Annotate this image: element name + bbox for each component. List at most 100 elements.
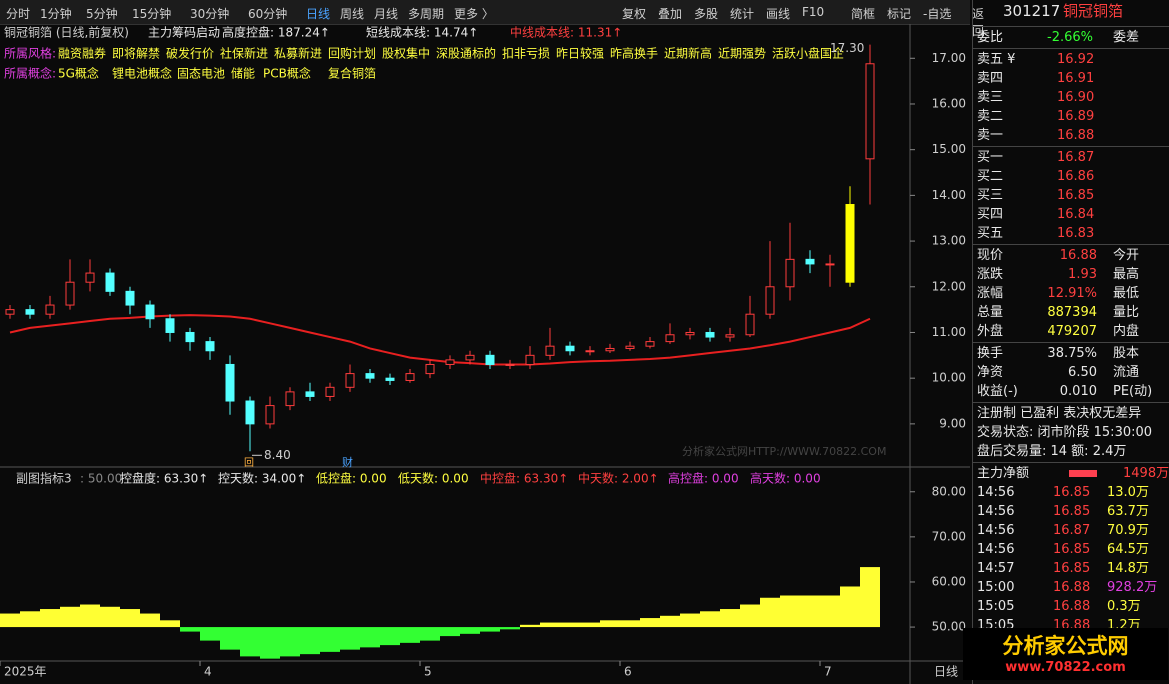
candle-body bbox=[385, 377, 395, 381]
stat-label: 内盘 bbox=[1113, 324, 1140, 339]
tool-button[interactable]: 多股 bbox=[694, 7, 719, 21]
indicator-bar bbox=[140, 613, 160, 628]
period-tab[interactable]: 更多 〉 bbox=[454, 7, 494, 21]
trade-volume: 13.0万 bbox=[1107, 485, 1149, 500]
tool-button[interactable]: 复权 bbox=[622, 7, 647, 21]
candle-body bbox=[305, 391, 315, 397]
book-price: 16.88 bbox=[1057, 128, 1095, 143]
stat-value: 16.88 bbox=[1059, 248, 1097, 263]
info-item: 短线成本线: 14.74↑ bbox=[366, 26, 478, 40]
tool-button[interactable]: 简框 bbox=[851, 7, 876, 21]
period-tab[interactable]: 月线 bbox=[374, 7, 399, 21]
indicator-bar bbox=[640, 618, 660, 628]
stat-value: 6.50 bbox=[1068, 365, 1097, 380]
indicator-bar bbox=[660, 615, 680, 628]
y-tick-label: 12.00 bbox=[932, 279, 966, 293]
info-item: 中线成本线: 11.31↑ bbox=[510, 25, 622, 40]
indicator-value: 控盘度: 63.30↑ bbox=[120, 471, 208, 486]
separator bbox=[973, 402, 1169, 403]
period-tab[interactable]: 日线 bbox=[306, 7, 331, 21]
stat-label: 总量 bbox=[977, 305, 1004, 320]
book-price: 16.89 bbox=[1057, 109, 1095, 124]
stat-label: 涨幅 bbox=[977, 286, 1004, 301]
label: 委差 bbox=[1113, 30, 1140, 45]
indicator-bar bbox=[340, 627, 360, 650]
moving-average bbox=[9, 314, 871, 366]
book-label: 买四 bbox=[977, 207, 1004, 222]
stat-label: 现价 bbox=[977, 248, 1004, 263]
period-label: 日线 bbox=[934, 665, 958, 679]
y-tick-label: 17.00 bbox=[932, 51, 966, 65]
period-tab[interactable]: 1分钟 bbox=[40, 7, 72, 21]
period-tab[interactable]: 5分钟 bbox=[86, 7, 118, 21]
indicator-bar bbox=[500, 627, 520, 630]
candle-body bbox=[865, 63, 875, 160]
candle-body bbox=[265, 405, 275, 425]
concept-tag: 5G概念 bbox=[58, 66, 99, 81]
indicator-bar bbox=[220, 627, 240, 650]
indicator-bar bbox=[520, 624, 540, 628]
tool-button[interactable]: F10 bbox=[802, 5, 825, 19]
stat-label: 涨跌 bbox=[977, 267, 1004, 282]
period-tab[interactable]: 分时 bbox=[6, 7, 31, 21]
candle-body bbox=[845, 204, 855, 283]
trade-time: 14:56 bbox=[977, 485, 1015, 500]
row: 盘后交易量: 14 额: 2.4万 bbox=[977, 442, 1169, 461]
period-tab[interactable]: 30分钟 bbox=[190, 7, 230, 21]
value: 1498万 bbox=[1123, 466, 1169, 481]
book-label: 卖三 bbox=[977, 90, 1004, 105]
period-tab[interactable]: 周线 bbox=[340, 7, 365, 21]
candle-body bbox=[545, 345, 555, 356]
tool-button[interactable]: 统计 bbox=[730, 7, 755, 21]
period-tab[interactable]: 60分钟 bbox=[248, 7, 288, 21]
y-tick-label: 16.00 bbox=[932, 96, 966, 110]
tool-button[interactable]: 返回 bbox=[972, 7, 985, 38]
indicator-bar bbox=[800, 595, 820, 628]
tool-button[interactable]: 叠加 bbox=[658, 7, 683, 21]
candle-body bbox=[685, 331, 695, 336]
stat-value: 479207 bbox=[1047, 324, 1097, 339]
logo-title: 分析家公式网 bbox=[1002, 634, 1129, 658]
candle-body bbox=[625, 345, 635, 349]
separator bbox=[973, 462, 1169, 463]
indicator-bar bbox=[460, 627, 480, 634]
row: 净资 6.50 流通 bbox=[977, 363, 1169, 382]
candle-body bbox=[145, 304, 155, 320]
trade-volume: 0.3万 bbox=[1107, 599, 1141, 614]
high-label: 17.30 bbox=[830, 41, 864, 55]
indicator-bar bbox=[200, 627, 220, 641]
stat-value: 12.91% bbox=[1047, 286, 1097, 301]
candle-body bbox=[5, 309, 15, 315]
book-label: 买二 bbox=[977, 169, 1004, 184]
tool-button[interactable]: 画线 bbox=[766, 7, 791, 21]
candle-body bbox=[285, 391, 295, 407]
indicator-bar bbox=[380, 627, 400, 646]
period-tab[interactable]: 15分钟 bbox=[132, 7, 172, 21]
period-tab[interactable]: 多周期 bbox=[408, 7, 445, 21]
candle-body bbox=[205, 341, 215, 352]
indicator-bar bbox=[120, 609, 140, 628]
stat-label: PE(动) bbox=[1113, 384, 1153, 399]
chart-area: 铜冠铜箔 (日线,前复权) 主力筹码启动 高度控盘: 187.24↑ 短线成本线: 1… bbox=[0, 24, 970, 684]
stat-label: 量比 bbox=[1113, 305, 1140, 320]
row: 主力净额 1498万 bbox=[977, 464, 1169, 483]
candle-body bbox=[665, 334, 675, 343]
row: 14:56 16.85 64.5万 bbox=[977, 540, 1169, 559]
tool-button[interactable]: -自选 bbox=[923, 7, 952, 21]
row: 买一 16.87 bbox=[977, 148, 1169, 167]
style-tag: 昨高换手 bbox=[610, 46, 658, 61]
indicator-bar bbox=[80, 604, 100, 628]
indicator-bar bbox=[300, 627, 320, 655]
candle-body bbox=[185, 331, 195, 343]
candle-body bbox=[785, 258, 795, 288]
watermark: 分析家公式网HTTP://WWW.70822.COM bbox=[682, 444, 886, 458]
stat-value: 1.93 bbox=[1068, 267, 1097, 282]
tool-button[interactable]: 标记 bbox=[887, 7, 912, 21]
indicator-bar bbox=[320, 627, 340, 652]
logo: 分析家公式网 www.70822.com bbox=[963, 628, 1168, 680]
trade-volume: 928.2万 bbox=[1107, 580, 1158, 595]
trade-volume: 70.9万 bbox=[1107, 523, 1149, 538]
candle-body bbox=[45, 304, 55, 315]
style-tag: 融资融券 bbox=[58, 46, 106, 61]
info-item: 高度控盘: 187.24↑ bbox=[222, 25, 330, 40]
